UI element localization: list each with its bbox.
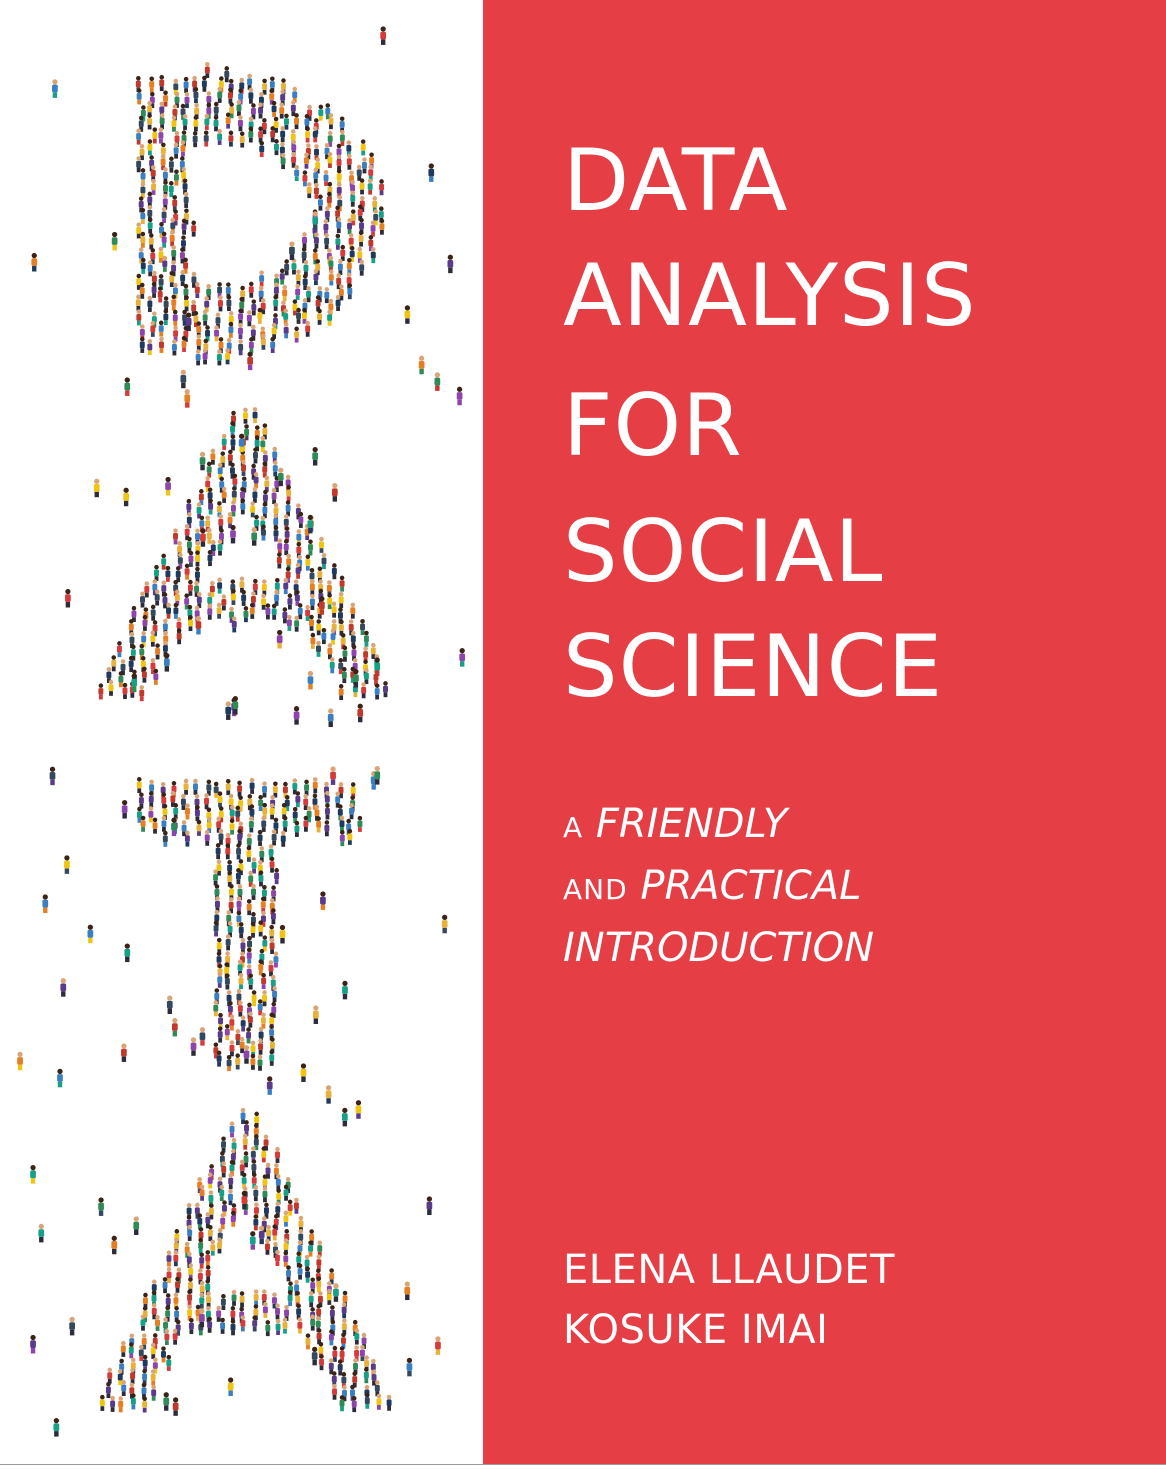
crowd-letters-icon xyxy=(17,26,466,1437)
author-1: ELENA LLAUDET xyxy=(563,1247,895,1293)
subtitle-line-2: AND PRACTICAL xyxy=(563,866,861,906)
subtitle-practical: PRACTICAL xyxy=(640,863,862,909)
title-line-3: FOR xyxy=(563,376,743,476)
illustration-panel xyxy=(0,0,483,1464)
title-line-2: ANALYSIS xyxy=(563,246,977,346)
title-line-5: SCIENCE xyxy=(563,617,944,717)
title-panel: DATA ANALYSIS FOR SOCIAL SCIENCE A FRIEN… xyxy=(483,0,1166,1464)
subtitle-line-1: A FRIENDLY xyxy=(563,804,787,844)
author-2: KOSUKE IMAI xyxy=(563,1307,829,1353)
subtitle-introduction: INTRODUCTION xyxy=(563,925,875,971)
subtitle-line-3: INTRODUCTION xyxy=(563,928,874,968)
subtitle-friendly: FRIENDLY xyxy=(595,801,788,847)
bottom-edge xyxy=(0,1464,1166,1469)
subtitle-and: AND xyxy=(563,873,628,906)
red-background xyxy=(483,0,1166,1464)
subtitle-article: A xyxy=(563,811,584,844)
title-line-1: DATA xyxy=(563,131,789,231)
title-line-4: SOCIAL xyxy=(563,502,884,602)
